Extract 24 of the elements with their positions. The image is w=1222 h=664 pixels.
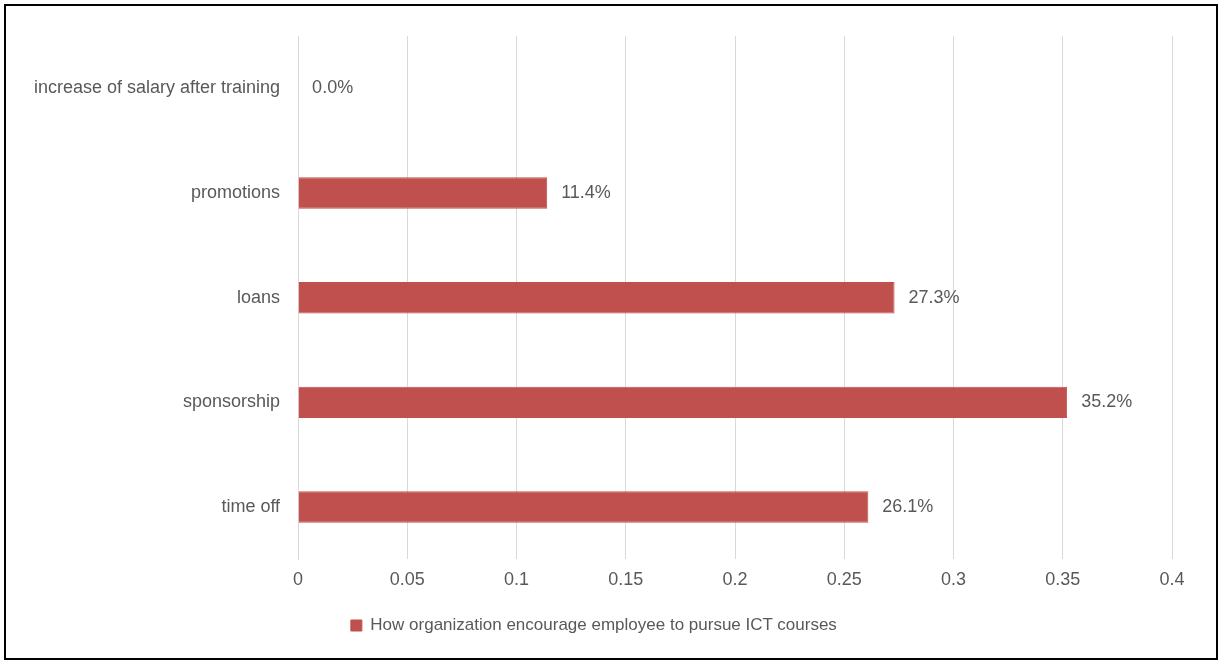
data-label: 35.2%	[1081, 391, 1133, 412]
y-tick-label: time off	[221, 496, 282, 517]
x-tick-label: 0.05	[389, 569, 425, 590]
y-tick-label: promotions	[191, 181, 281, 202]
data-label: 11.4%	[561, 181, 611, 202]
data-label: 27.3%	[908, 286, 960, 307]
x-tick-label: 0.25	[826, 569, 862, 590]
x-tick-label: 0.4	[1159, 569, 1185, 590]
y-tick-label: sponsorship	[183, 391, 281, 412]
bar	[298, 177, 548, 209]
data-label: 0.0%	[312, 77, 354, 98]
legend-label: How organization encourage employee to pursue ICT courses	[370, 615, 837, 635]
bar	[298, 282, 895, 314]
x-tick-label: 0.3	[941, 569, 967, 590]
x-tick-label: 0	[293, 569, 304, 590]
y-tick-label: increase of salary after training	[34, 77, 281, 98]
data-label: 26.1%	[882, 496, 934, 517]
y-tick-label: loans	[237, 286, 281, 307]
bar	[298, 491, 869, 523]
x-tick-label: 0.35	[1045, 569, 1081, 590]
x-tick-label: 0.2	[722, 569, 748, 590]
x-tick-label: 0.1	[504, 569, 530, 590]
bar	[298, 386, 1068, 419]
x-tick-label: 0.15	[608, 569, 644, 590]
